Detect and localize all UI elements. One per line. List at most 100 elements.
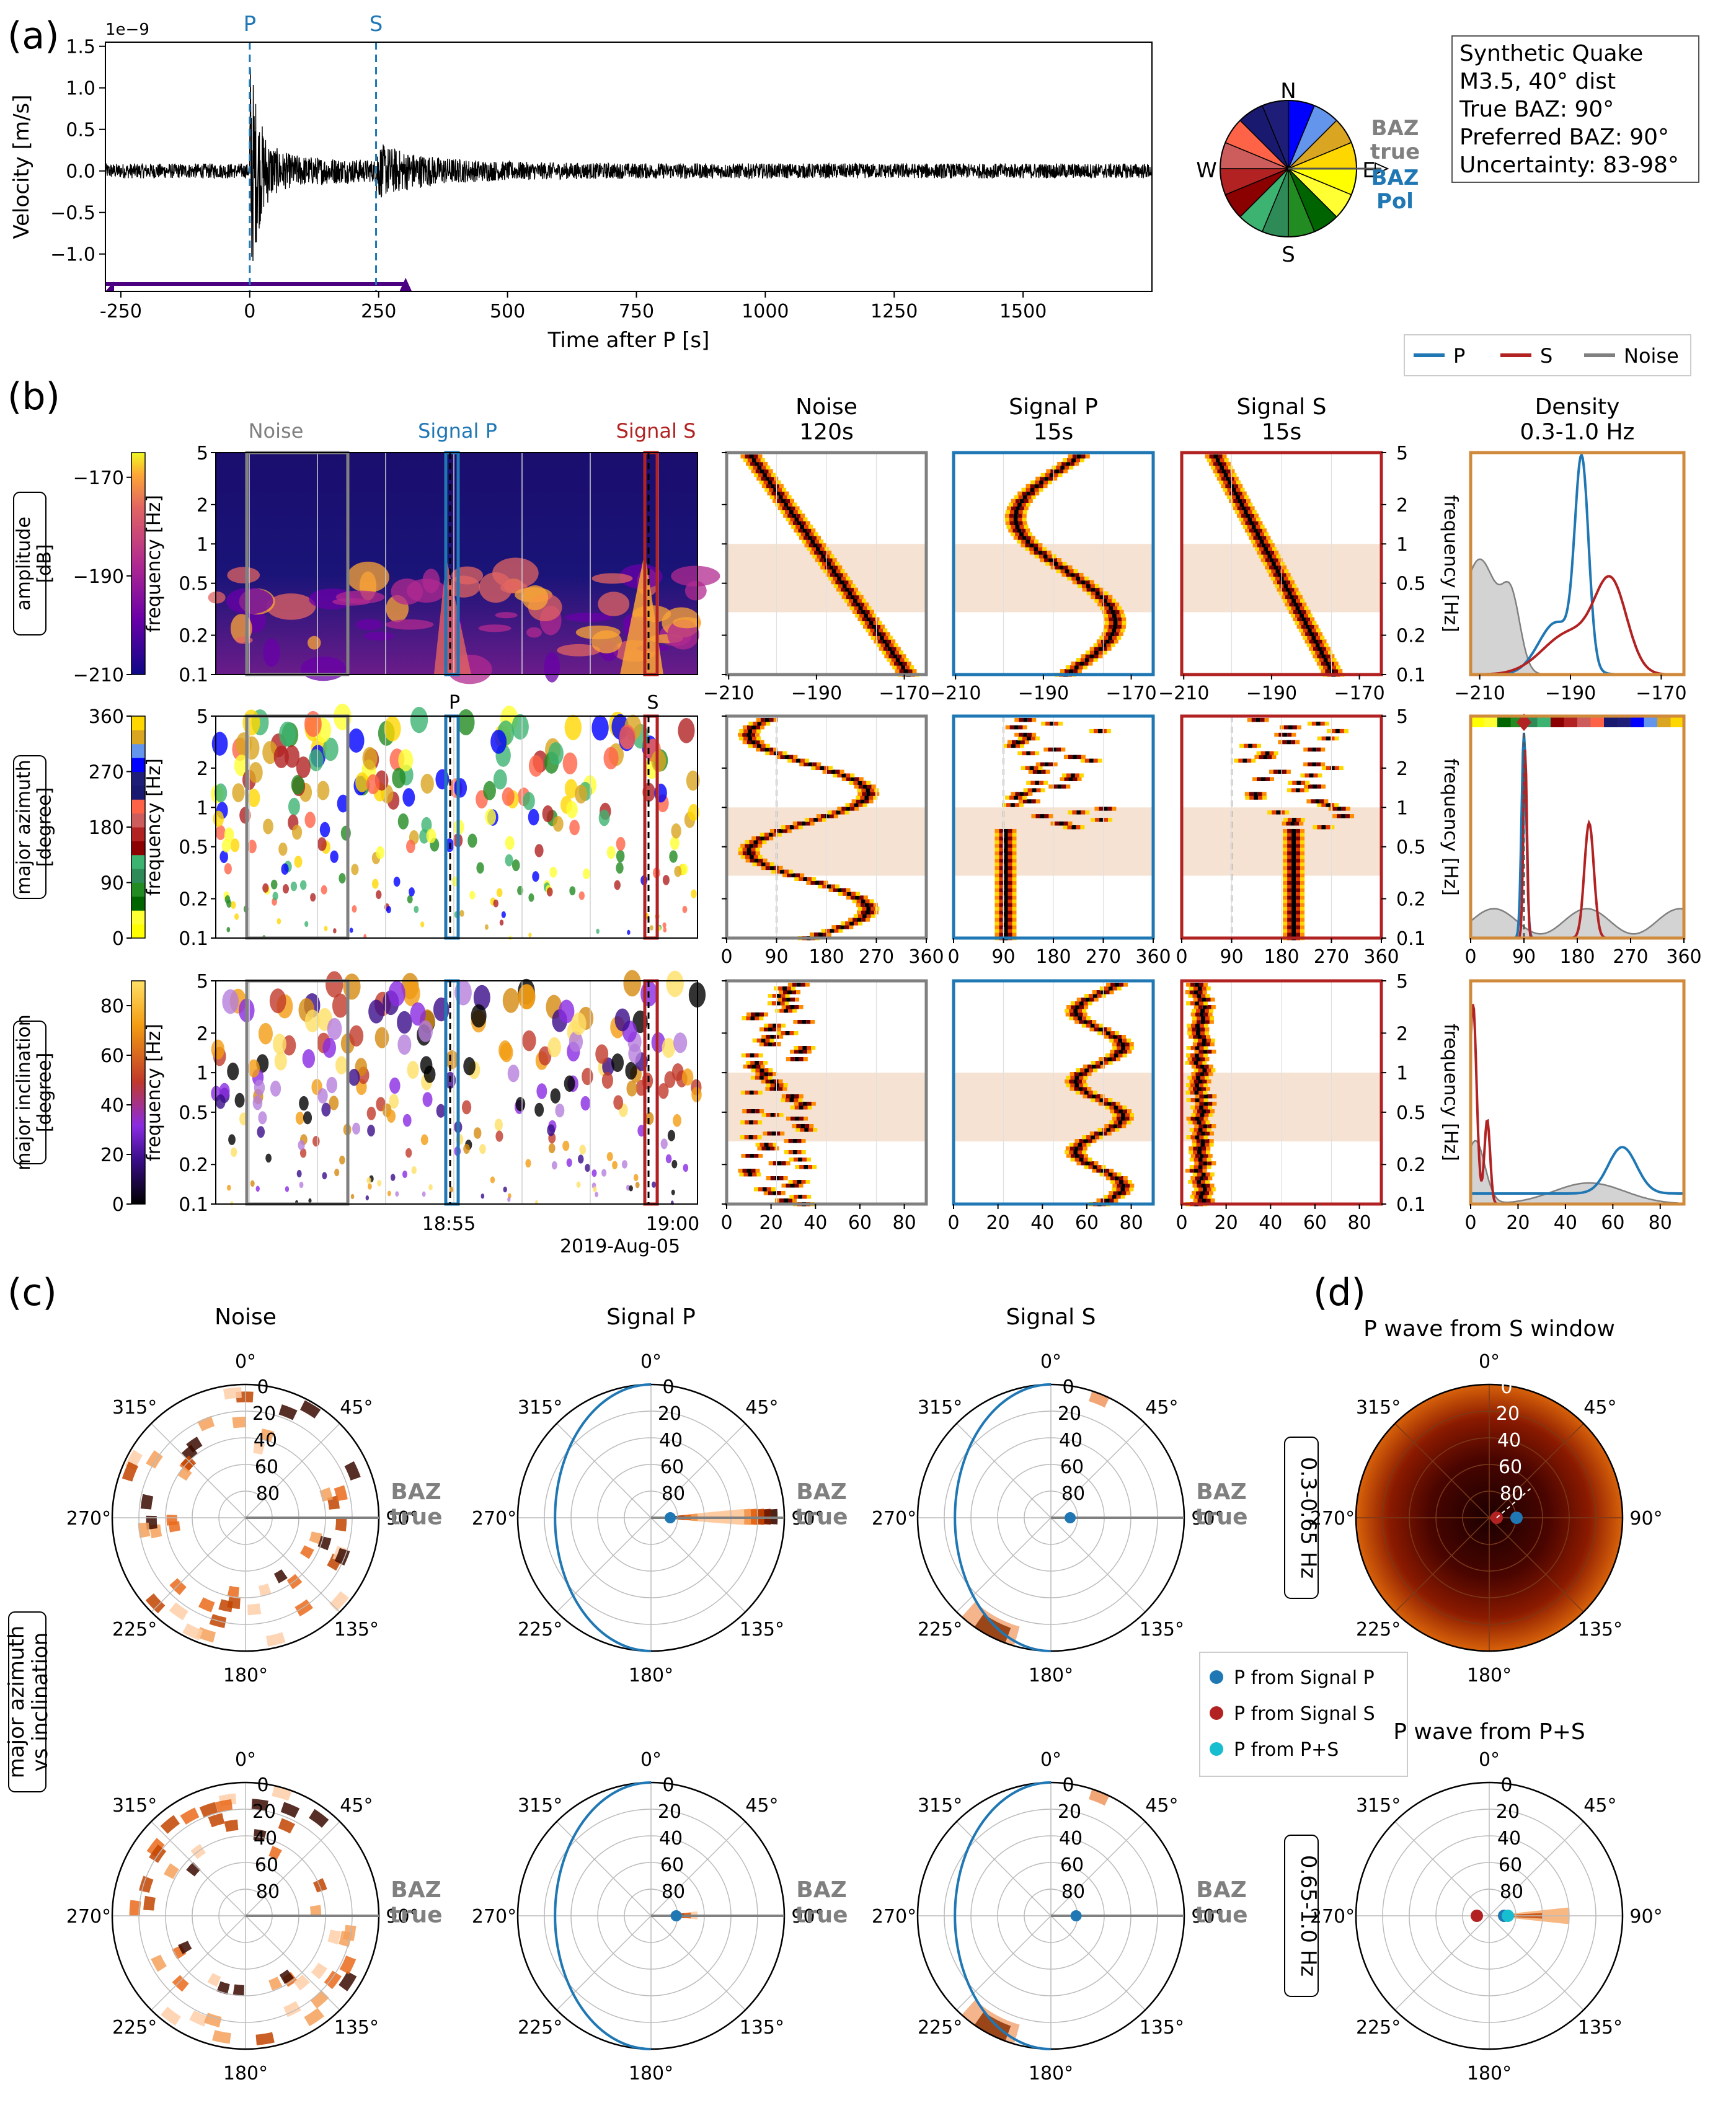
- hist-cell: [1296, 918, 1301, 922]
- spectrogram-blob: [290, 881, 298, 892]
- hist-cell: [1094, 1027, 1099, 1032]
- hist-cell: [1055, 822, 1060, 826]
- hist-cell: [760, 1109, 764, 1114]
- hist-cell: [854, 587, 859, 592]
- compass-E-line: E: [1362, 158, 1375, 183]
- hist-x-tick-label: 20: [760, 1212, 783, 1234]
- hist-cell: [746, 1016, 751, 1021]
- hist-cell: [1050, 721, 1055, 726]
- hist-cell: [1313, 639, 1318, 644]
- hist-cell: [1330, 736, 1335, 741]
- hist-cell: [1296, 725, 1301, 730]
- r-label: 80: [256, 1483, 280, 1505]
- r-label: 20: [1496, 1801, 1520, 1823]
- polar-cell: [273, 1569, 288, 1583]
- hist-cell: [1019, 498, 1024, 503]
- hist-cell: [1260, 558, 1265, 562]
- hist-cell: [1296, 832, 1301, 837]
- hist-cell: [1217, 469, 1222, 474]
- hist-cell: [823, 569, 828, 574]
- hist-cell: [1196, 1139, 1201, 1143]
- r-label: 60: [255, 1456, 278, 1478]
- hist-cell: [1313, 654, 1318, 658]
- hist-cell: [1098, 650, 1103, 655]
- hist-cell: [1089, 1027, 1094, 1032]
- hist-cell: [750, 1053, 755, 1058]
- hist-cell: [863, 895, 868, 900]
- hist-cell: [798, 1098, 803, 1102]
- hist-cell: [806, 880, 811, 885]
- spectrogram-blob: [274, 1052, 287, 1071]
- hist-x-tick-label-line: −210: [1158, 683, 1209, 704]
- spectrogram-blob: [389, 1077, 401, 1094]
- theta-label-line: 90°: [1191, 1508, 1224, 1530]
- hist-cell: [766, 1113, 771, 1117]
- hist-freq-label: 2: [1396, 1023, 1408, 1045]
- r-label: 0: [257, 1376, 268, 1398]
- hist-cell: [1086, 1135, 1091, 1140]
- hist-freq-axis-label-line: frequency [Hz]: [1440, 758, 1461, 896]
- hist-cell: [841, 773, 846, 777]
- polar-spoke: [1489, 1821, 1584, 1916]
- spectrogram-blob: [566, 1158, 572, 1167]
- spectrogram-blob: [299, 1148, 307, 1158]
- spectrogram-blob: [368, 999, 384, 1024]
- hist-cell: [1315, 799, 1320, 804]
- spectrogram-blob: [547, 1124, 556, 1136]
- hist-cell: [794, 1102, 799, 1106]
- hist-cell: [779, 1009, 784, 1013]
- hist-cell: [1073, 1009, 1078, 1013]
- hist-cell: [1291, 880, 1296, 885]
- hist-cell: [1009, 725, 1014, 730]
- P-marker: [1070, 1910, 1082, 1921]
- hist-cell: [1262, 792, 1267, 796]
- hist-cell: [755, 1012, 760, 1017]
- spectrogram-blob: [324, 926, 328, 932]
- hist-cell: [859, 595, 864, 600]
- hist-cell: [1287, 858, 1292, 863]
- hist-x-tick-label-line: −170: [1105, 683, 1156, 704]
- hist-cell: [1076, 658, 1081, 662]
- hist-cell: [1317, 654, 1322, 658]
- theta-label: 315°: [518, 1795, 562, 1817]
- hist-cell: [1301, 781, 1306, 785]
- spectrogram-blob: [234, 755, 249, 777]
- hist-cell: [1305, 624, 1310, 629]
- hist-cell: [1239, 743, 1244, 748]
- freq-axis-label-line: frequency [Hz]: [143, 1024, 165, 1161]
- hist-cell: [1097, 1031, 1102, 1035]
- hist-cell: [1238, 498, 1242, 503]
- hist-cell: [761, 866, 766, 870]
- hist-cell: [1070, 1076, 1075, 1080]
- hist-cell: [769, 836, 774, 841]
- hist-cell: [793, 755, 798, 760]
- hist-cell: [1012, 918, 1017, 922]
- hist-cell: [820, 547, 825, 551]
- hist-cell: [886, 650, 891, 655]
- hist-cell: [1209, 1020, 1214, 1024]
- r-label: 40: [254, 1828, 277, 1849]
- hist-cell: [1038, 543, 1043, 547]
- hist-cell: [1008, 502, 1013, 507]
- cbar-seg: [131, 924, 145, 939]
- polar-cell: [309, 1531, 322, 1544]
- hist-cell: [752, 736, 757, 741]
- theta-label-line: 90°: [386, 1508, 418, 1530]
- hist-cell: [1202, 1035, 1207, 1039]
- hist-cell: [1283, 732, 1288, 737]
- hist-freq-label: 0.5: [1396, 574, 1426, 595]
- hist-cell: [1116, 1042, 1121, 1047]
- hist-cell: [1115, 1128, 1120, 1132]
- hist-cell: [1296, 884, 1301, 888]
- hist-cell: [755, 740, 760, 745]
- hist-cell: [794, 1050, 799, 1054]
- hist-cell: [1065, 669, 1070, 673]
- hist-cell: [797, 1150, 802, 1154]
- hist-cell: [786, 1094, 790, 1099]
- hist-cell: [803, 1117, 808, 1121]
- theta-label-line: 225°: [518, 2017, 562, 2039]
- hist-cell: [1296, 903, 1301, 907]
- polar-spoke: [1489, 1517, 1584, 1613]
- hist-cell: [1318, 632, 1323, 636]
